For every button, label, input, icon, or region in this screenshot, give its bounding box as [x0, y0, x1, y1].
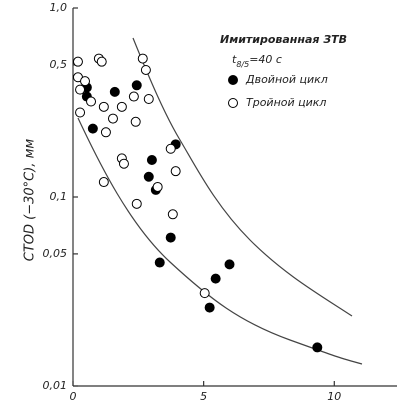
data-point: [312, 342, 323, 353]
data-point: [165, 143, 176, 154]
x-tick-label: 0: [70, 390, 77, 403]
data-point: [128, 91, 139, 102]
data-point: [140, 64, 151, 75]
data-point: [199, 288, 210, 299]
data-point: [98, 177, 109, 188]
data-point: [86, 96, 97, 107]
data-point: [130, 116, 141, 127]
annotation-part: t: [232, 53, 237, 66]
y-axis-label: CTOD (−30°C), мм: [23, 139, 38, 262]
x-tick-label: 5: [200, 390, 207, 403]
legend-title: Имитированная ЗТВ: [220, 33, 347, 46]
data-point: [154, 257, 165, 268]
data-point: [170, 166, 181, 177]
data-point: [80, 76, 91, 87]
y-tick-label: 0,05: [43, 247, 68, 260]
data-point: [204, 302, 215, 313]
data-point: [143, 94, 154, 105]
data-point: [100, 127, 111, 138]
data-point: [165, 232, 176, 243]
data-point: [75, 107, 86, 118]
legend-label: Тройной цикл: [246, 96, 326, 109]
data-point: [167, 209, 178, 220]
data-point: [210, 273, 221, 284]
data-point: [109, 86, 120, 97]
data-point: [72, 56, 83, 67]
data-point: [131, 198, 142, 209]
data-point: [116, 101, 127, 112]
annotation: t8/5=40 c: [232, 53, 282, 69]
y-tick-label: 0,5: [50, 58, 68, 71]
data-point: [96, 56, 107, 67]
y-tick-label: 0,1: [50, 190, 68, 203]
legend-label: Двойной цикл: [245, 73, 328, 86]
data-point: [131, 80, 142, 91]
x-tick-label: 10: [327, 390, 341, 403]
y-tick-label: 0,01: [43, 379, 68, 392]
data-point: [224, 259, 235, 270]
annotation-part: 8/5: [236, 60, 249, 69]
data-point: [87, 123, 98, 134]
data-point: [75, 84, 86, 95]
legend-marker: [228, 75, 238, 85]
data-point: [137, 53, 148, 64]
upper-boundary-curve: [132, 37, 353, 317]
y-tick-label: 1,0: [50, 1, 68, 14]
data-point: [107, 113, 118, 124]
data-point: [146, 154, 157, 165]
data-point: [98, 101, 109, 112]
data-point: [152, 181, 163, 192]
annotation-part: =40 c: [249, 53, 282, 66]
legend-marker: [228, 98, 238, 108]
data-point: [118, 158, 129, 169]
data-point: [143, 171, 154, 182]
